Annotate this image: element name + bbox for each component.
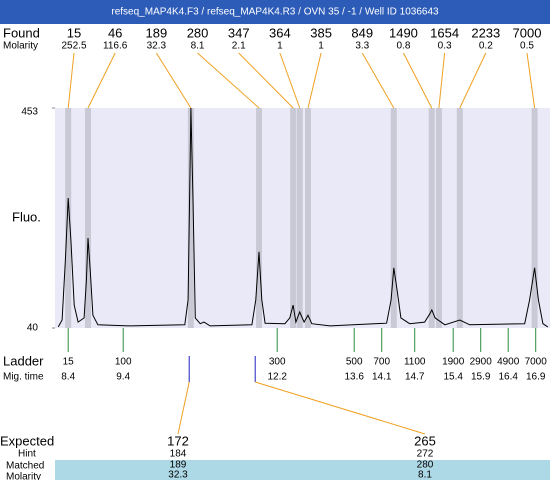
y-axis-label: Fluo. xyxy=(12,209,41,224)
ladder-time: 12.2 xyxy=(267,372,287,383)
found-leader xyxy=(67,52,75,109)
ladder-size: 15 xyxy=(63,357,75,368)
peak-band xyxy=(85,108,91,328)
expected-hint: 272 xyxy=(417,449,434,460)
found-molarity: 2.1 xyxy=(232,41,246,52)
y-tick-label: 453 xyxy=(21,107,38,118)
matched-label: Matched xyxy=(6,461,44,472)
found-leader xyxy=(307,52,322,109)
expected-matched: 189 xyxy=(170,460,187,471)
found-size: 15 xyxy=(67,25,81,40)
matched-band xyxy=(55,460,550,480)
ladder-time: 16.9 xyxy=(526,372,546,383)
found-size: 189 xyxy=(146,25,168,40)
peak-band xyxy=(65,108,72,328)
peak-band xyxy=(456,108,463,328)
found-molarity: 0.8 xyxy=(397,41,411,52)
expected-label: Expected xyxy=(0,433,54,448)
ladder-size: 100 xyxy=(115,357,132,368)
peak-band xyxy=(290,108,297,328)
ladder-size: 500 xyxy=(346,357,363,368)
peak-band xyxy=(187,108,194,328)
hint-label: Hint xyxy=(18,449,36,460)
ladder-size: 1100 xyxy=(404,357,426,368)
found-size: 385 xyxy=(310,25,332,40)
found-leader xyxy=(238,52,294,109)
found-leader xyxy=(438,52,446,109)
found-leader xyxy=(87,52,116,109)
found-size: 849 xyxy=(351,25,373,40)
found-leader xyxy=(403,52,433,109)
found-size: 2233 xyxy=(471,25,500,40)
ladder-size: 7000 xyxy=(525,357,548,368)
found-leader xyxy=(361,52,395,109)
peak-band xyxy=(428,108,435,328)
found-molarity: 116.6 xyxy=(103,41,128,52)
found-molarity: 0.5 xyxy=(520,41,534,52)
found-molarity: 0.2 xyxy=(479,41,493,52)
found-leader xyxy=(155,52,192,109)
peak-band xyxy=(435,108,442,328)
ladder-time: 15.4 xyxy=(443,372,463,383)
found-size: 7000 xyxy=(513,25,542,40)
ladder-time: 13.6 xyxy=(344,372,364,383)
trace xyxy=(57,107,549,328)
ladder-time: 14.1 xyxy=(372,372,392,383)
ladder-size: 4900 xyxy=(497,357,520,368)
ladder-time: 16.4 xyxy=(498,372,518,383)
y-tick-label: 40 xyxy=(27,323,39,334)
header-bar xyxy=(0,0,550,24)
found-molarity: 32.3 xyxy=(147,41,167,52)
found-leader xyxy=(459,52,487,109)
ladder-size: 1900 xyxy=(442,357,465,368)
peak-band xyxy=(390,108,397,328)
found-molarity: 0.3 xyxy=(438,41,452,52)
found-label: Found xyxy=(3,25,40,40)
expected-hint: 184 xyxy=(170,449,187,460)
found-molarity: 1 xyxy=(318,41,324,52)
expected-size: 172 xyxy=(167,433,189,448)
ladder-time: 9.4 xyxy=(116,372,130,383)
expected-molarity-label: Molarity xyxy=(6,472,41,480)
found-leader xyxy=(279,52,301,109)
found-size: 347 xyxy=(228,25,250,40)
header-title: refseq_MAP4K4.F3 / refseq_MAP4K4.R3 / OV… xyxy=(111,7,439,18)
ladder-time-label: Mig. time xyxy=(3,372,44,383)
found-molarity-label: Molarity xyxy=(3,41,38,52)
found-size: 364 xyxy=(269,25,291,40)
expected-molarity: 8.1 xyxy=(418,470,432,480)
found-molarity: 252.5 xyxy=(61,41,86,52)
expected-leader xyxy=(177,381,190,435)
expected-size: 265 xyxy=(414,433,436,448)
peak-band xyxy=(305,108,311,328)
expected-molarity: 32.3 xyxy=(168,470,188,480)
peak-band xyxy=(531,108,538,328)
ladder-time: 14.7 xyxy=(405,372,425,383)
ladder-size: 700 xyxy=(373,357,390,368)
found-size: 280 xyxy=(187,25,209,40)
found-leader xyxy=(526,52,536,109)
found-molarity: 8.1 xyxy=(191,41,205,52)
found-leader xyxy=(197,52,260,109)
peak-band xyxy=(256,108,263,328)
expected-leader xyxy=(255,381,426,435)
found-molarity: 1 xyxy=(277,41,283,52)
found-size: 1654 xyxy=(430,25,459,40)
ladder-time: 15.9 xyxy=(471,372,491,383)
found-size: 46 xyxy=(108,25,122,40)
ladder-size: 2900 xyxy=(470,357,493,368)
ladder-size: 300 xyxy=(269,357,286,368)
peak-band xyxy=(296,108,303,328)
found-size: 1490 xyxy=(389,25,418,40)
ladder-label: Ladder xyxy=(3,353,44,368)
ladder-time: 8.4 xyxy=(61,372,75,383)
found-molarity: 3.3 xyxy=(355,41,369,52)
expected-matched: 280 xyxy=(417,460,434,471)
